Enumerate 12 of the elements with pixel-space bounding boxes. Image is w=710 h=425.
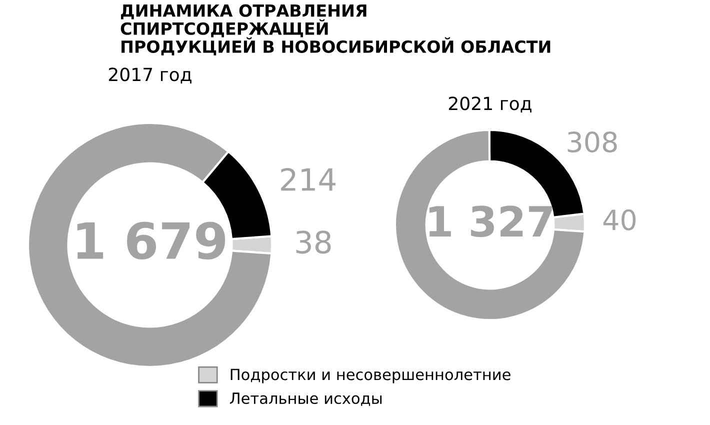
text: 1 327 (429, 206, 552, 238)
legend-label: Летальные исходы (230, 392, 382, 406)
chart-title: 2021 год (448, 96, 532, 112)
data-label: 214 (281, 168, 336, 191)
legend-label: Подростки и несовершеннолетние (230, 368, 510, 384)
donut-slice (26, 122, 273, 368)
text: 1 679 (77, 222, 226, 260)
data-label: 40 (603, 209, 636, 230)
data-label: 38 (296, 230, 331, 254)
chart-title: ДИНАМИКА ОТРАВЛЕНИЯ СПИРТСОДЕРЖАЩЕЙ ПРОДУКЦИЕЙ В НОВОСИБИРСКОЙ ОБЛАСТИ (120, 4, 550, 56)
chart-subtitle: 2017 год (108, 68, 192, 84)
data-label: 308 (568, 131, 617, 152)
